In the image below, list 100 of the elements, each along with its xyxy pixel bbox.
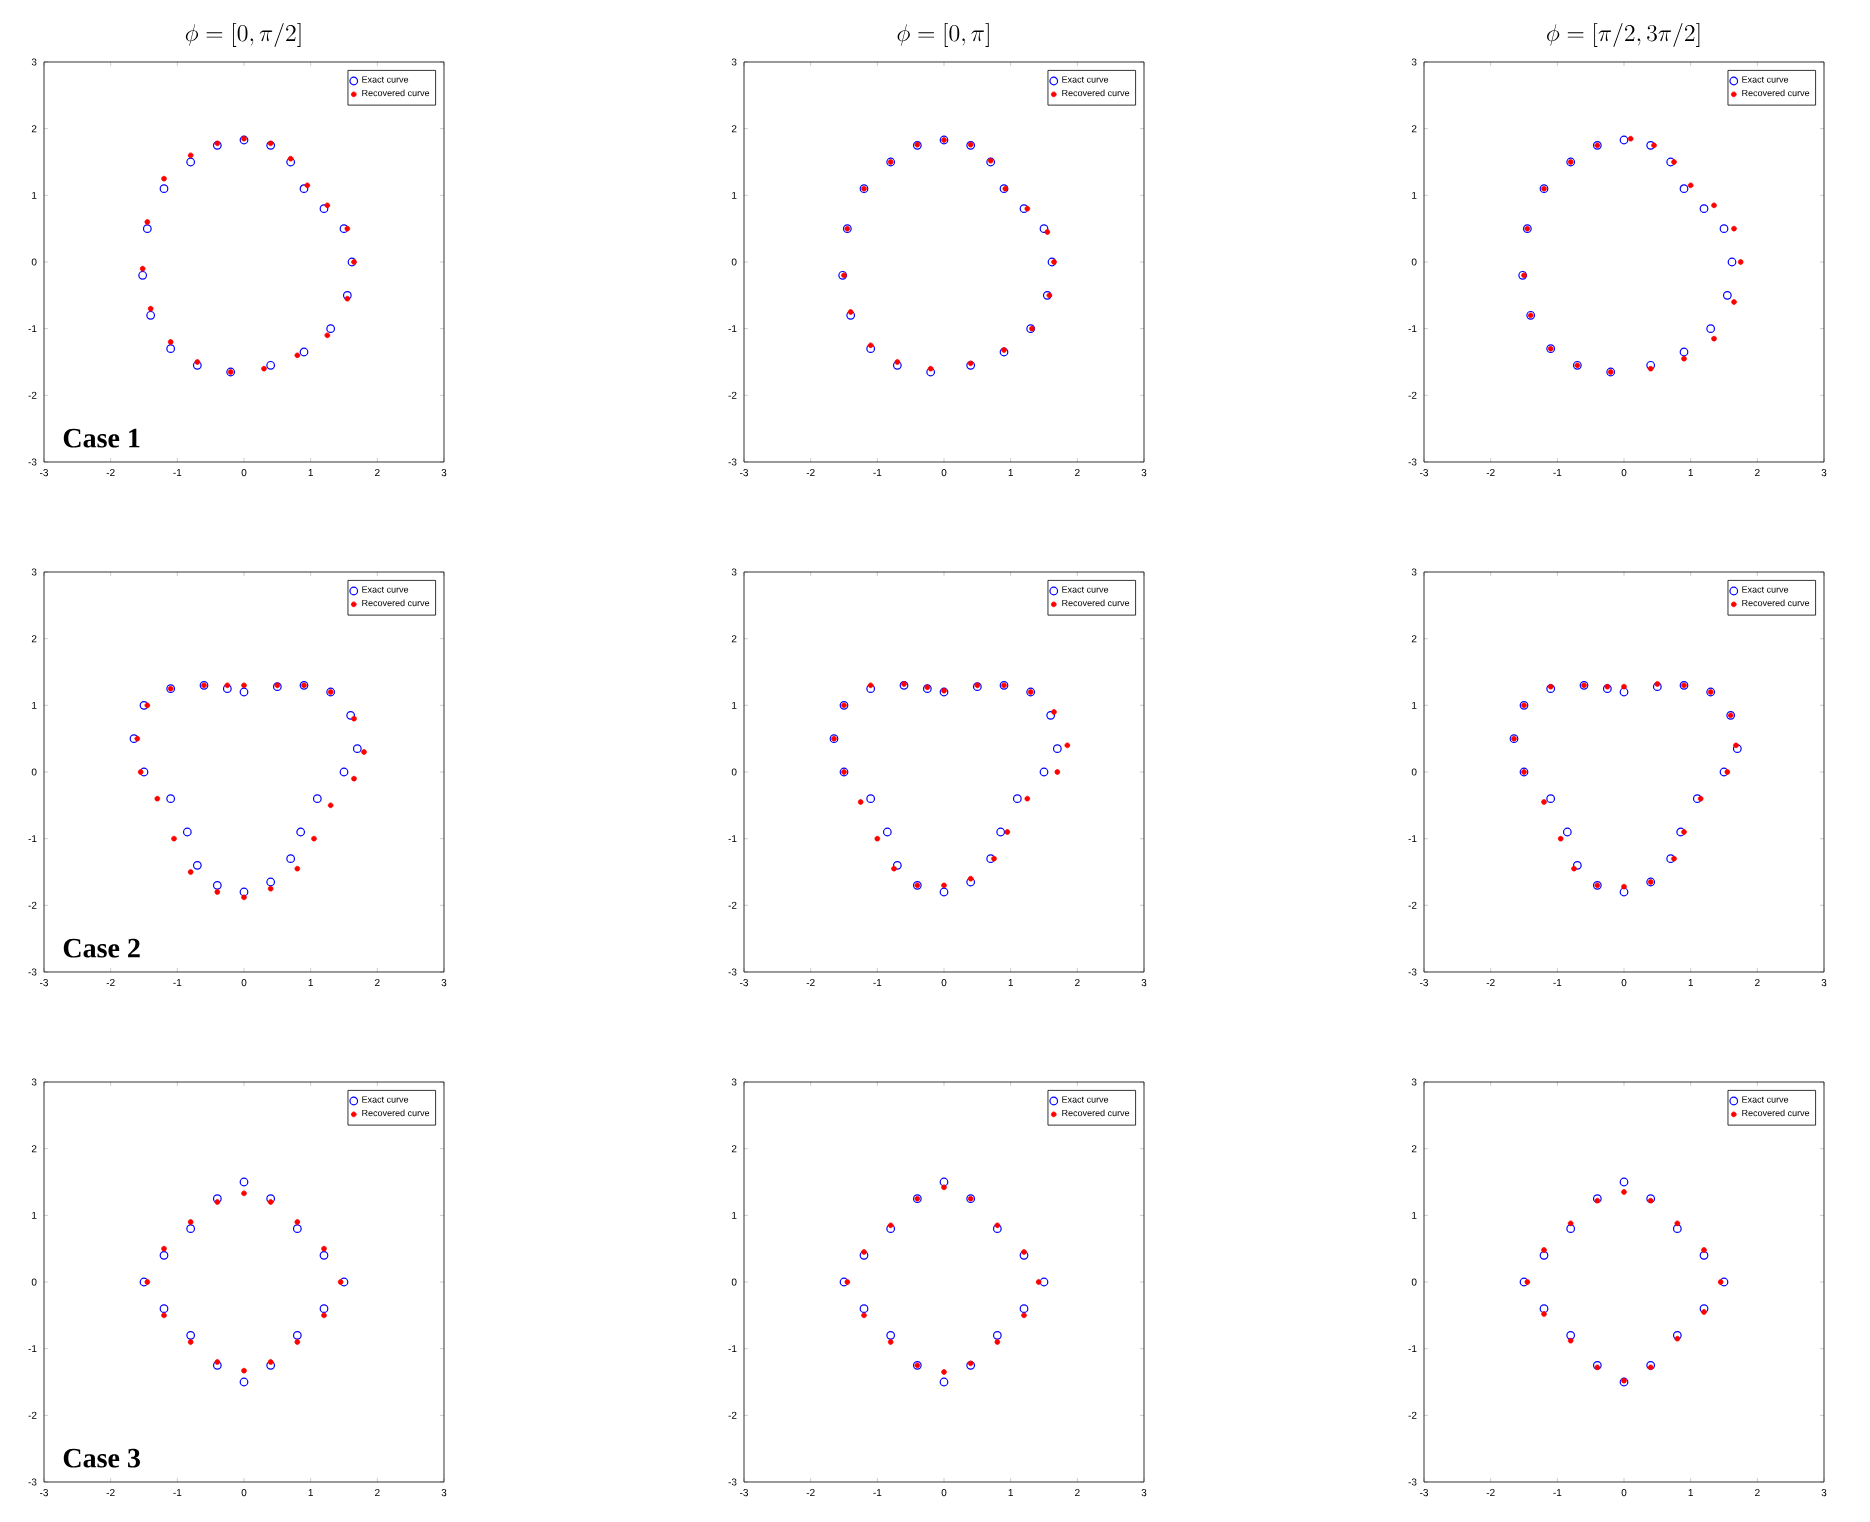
point — [861, 1312, 867, 1319]
point — [1019, 1250, 1029, 1260]
point — [1524, 1279, 1531, 1285]
point — [1724, 769, 1731, 775]
point — [294, 1219, 301, 1225]
point — [994, 1339, 1001, 1345]
point — [1619, 887, 1629, 897]
point — [1681, 829, 1687, 835]
point — [1687, 182, 1694, 189]
point — [344, 225, 351, 232]
point — [159, 1250, 169, 1260]
point — [1731, 299, 1737, 305]
point — [1619, 135, 1629, 145]
point — [324, 332, 331, 339]
point — [1681, 355, 1687, 362]
point — [146, 310, 156, 320]
point — [1024, 795, 1031, 802]
point — [859, 1250, 869, 1260]
point — [147, 305, 154, 312]
point — [991, 855, 997, 862]
point — [996, 827, 1006, 837]
point — [941, 882, 947, 889]
point — [311, 835, 317, 842]
point — [346, 710, 356, 720]
point — [939, 887, 949, 897]
point — [846, 310, 856, 320]
point — [874, 835, 881, 842]
point — [844, 1279, 851, 1285]
point — [137, 769, 144, 775]
point — [1732, 744, 1742, 754]
point — [1024, 205, 1031, 212]
point — [859, 1304, 869, 1314]
point — [1519, 1277, 1529, 1287]
point — [1697, 795, 1704, 802]
point — [319, 204, 329, 214]
point — [186, 157, 196, 167]
point — [351, 715, 357, 722]
point — [1727, 257, 1737, 267]
point — [861, 1249, 867, 1255]
point — [159, 1304, 169, 1314]
point — [299, 347, 309, 357]
point — [939, 1177, 949, 1187]
point — [1046, 710, 1056, 720]
point — [182, 827, 192, 837]
point — [1666, 157, 1676, 167]
point — [1699, 1250, 1709, 1260]
point — [1711, 335, 1717, 342]
point — [192, 360, 202, 370]
point — [1722, 290, 1732, 300]
point — [1719, 1277, 1729, 1287]
point — [292, 1330, 302, 1340]
point — [161, 175, 167, 182]
point — [1646, 140, 1656, 150]
point — [1541, 1247, 1547, 1253]
point — [966, 877, 976, 887]
point — [224, 682, 231, 689]
point — [1654, 681, 1661, 687]
point — [222, 684, 232, 694]
point — [887, 1339, 894, 1345]
point — [267, 885, 274, 892]
point — [1731, 225, 1737, 232]
point — [1619, 687, 1629, 697]
point — [894, 359, 901, 365]
point — [1004, 829, 1011, 835]
point — [144, 702, 151, 709]
point — [266, 360, 276, 370]
point — [287, 155, 294, 162]
point — [1567, 1220, 1574, 1227]
point — [1021, 1249, 1027, 1255]
point — [1541, 799, 1547, 805]
point — [187, 152, 194, 159]
point — [299, 184, 309, 194]
point — [239, 1377, 249, 1387]
point — [1701, 1247, 1707, 1253]
point — [321, 1245, 327, 1252]
point — [1052, 744, 1062, 754]
point — [1671, 159, 1677, 165]
point — [941, 1184, 947, 1191]
annotation: Case 1 — [63, 428, 140, 448]
point — [241, 894, 247, 901]
annotation: Case 2 — [63, 938, 140, 958]
point — [1039, 224, 1049, 234]
point — [239, 1177, 249, 1187]
point — [167, 339, 174, 345]
point — [1044, 229, 1051, 235]
point — [166, 794, 176, 804]
point — [342, 290, 352, 300]
point — [1706, 324, 1716, 334]
point — [866, 794, 876, 804]
chart-title: $\phi = [\pi/2, 3\pi/2]$ — [1547, 22, 1700, 47]
point — [361, 749, 367, 755]
point — [867, 682, 874, 689]
point — [351, 775, 357, 782]
point — [857, 799, 864, 805]
point — [1566, 1330, 1576, 1340]
point — [154, 795, 161, 802]
point — [1671, 855, 1677, 862]
point — [1064, 742, 1071, 749]
point — [992, 1224, 1002, 1234]
point — [161, 1312, 167, 1319]
